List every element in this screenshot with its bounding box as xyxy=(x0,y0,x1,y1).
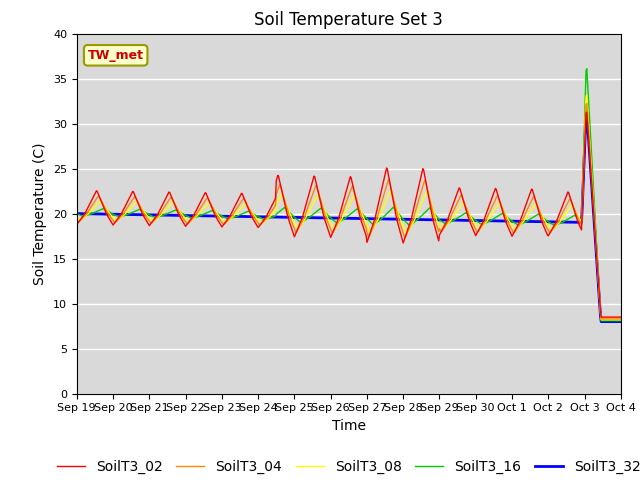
SoilT3_08 xyxy=(423,189,431,194)
SoilT3_32 xyxy=(566,219,574,225)
SoilT3_32 xyxy=(73,211,81,216)
SoilT3_04 xyxy=(566,196,574,202)
SoilT3_04 xyxy=(182,219,189,225)
Line: SoilT3_32: SoilT3_32 xyxy=(77,112,630,322)
SoilT3_08 xyxy=(396,214,403,219)
Text: TW_met: TW_met xyxy=(88,49,144,62)
SoilT3_32 xyxy=(396,216,403,222)
SoilT3_02 xyxy=(182,223,189,229)
SoilT3_16 xyxy=(396,212,403,217)
SoilT3_08 xyxy=(583,92,591,98)
X-axis label: Time: Time xyxy=(332,419,366,433)
SoilT3_32 xyxy=(597,319,605,324)
SoilT3_02 xyxy=(566,194,574,200)
SoilT3_02 xyxy=(583,109,591,115)
SoilT3_16 xyxy=(423,208,431,214)
SoilT3_08 xyxy=(193,214,200,219)
Line: SoilT3_16: SoilT3_16 xyxy=(77,69,630,321)
SoilT3_16 xyxy=(626,318,634,324)
SoilT3_02 xyxy=(626,314,634,320)
SoilT3_08 xyxy=(495,201,502,207)
SoilT3_04 xyxy=(423,183,431,189)
SoilT3_32 xyxy=(626,319,634,324)
SoilT3_04 xyxy=(495,195,502,201)
SoilT3_04 xyxy=(597,316,605,322)
SoilT3_02 xyxy=(73,221,81,227)
SoilT3_32 xyxy=(193,213,200,218)
Title: Soil Temperature Set 3: Soil Temperature Set 3 xyxy=(254,11,444,29)
Line: SoilT3_08: SoilT3_08 xyxy=(77,95,630,320)
SoilT3_16 xyxy=(583,66,591,72)
SoilT3_02 xyxy=(495,194,502,200)
SoilT3_16 xyxy=(566,215,574,221)
SoilT3_32 xyxy=(182,213,189,218)
SoilT3_16 xyxy=(597,318,605,324)
Line: SoilT3_02: SoilT3_02 xyxy=(77,112,630,317)
SoilT3_16 xyxy=(495,213,502,219)
SoilT3_32 xyxy=(583,109,591,115)
SoilT3_08 xyxy=(626,317,634,323)
SoilT3_08 xyxy=(597,317,605,323)
SoilT3_04 xyxy=(73,217,81,223)
SoilT3_04 xyxy=(396,219,403,225)
SoilT3_04 xyxy=(626,316,634,322)
SoilT3_32 xyxy=(423,217,431,223)
SoilT3_16 xyxy=(73,211,81,216)
SoilT3_16 xyxy=(182,213,189,218)
SoilT3_32 xyxy=(495,218,502,224)
Line: SoilT3_04: SoilT3_04 xyxy=(77,104,630,319)
SoilT3_02 xyxy=(423,183,431,189)
Y-axis label: Soil Temperature (C): Soil Temperature (C) xyxy=(33,143,47,285)
SoilT3_08 xyxy=(182,216,189,221)
SoilT3_16 xyxy=(193,214,200,220)
SoilT3_04 xyxy=(193,212,200,217)
SoilT3_02 xyxy=(597,314,605,320)
Legend: SoilT3_02, SoilT3_04, SoilT3_08, SoilT3_16, SoilT3_32: SoilT3_02, SoilT3_04, SoilT3_08, SoilT3_… xyxy=(51,455,640,480)
SoilT3_08 xyxy=(73,214,81,219)
SoilT3_02 xyxy=(193,208,200,214)
SoilT3_02 xyxy=(396,227,403,232)
SoilT3_08 xyxy=(566,205,574,211)
SoilT3_04 xyxy=(583,101,591,107)
